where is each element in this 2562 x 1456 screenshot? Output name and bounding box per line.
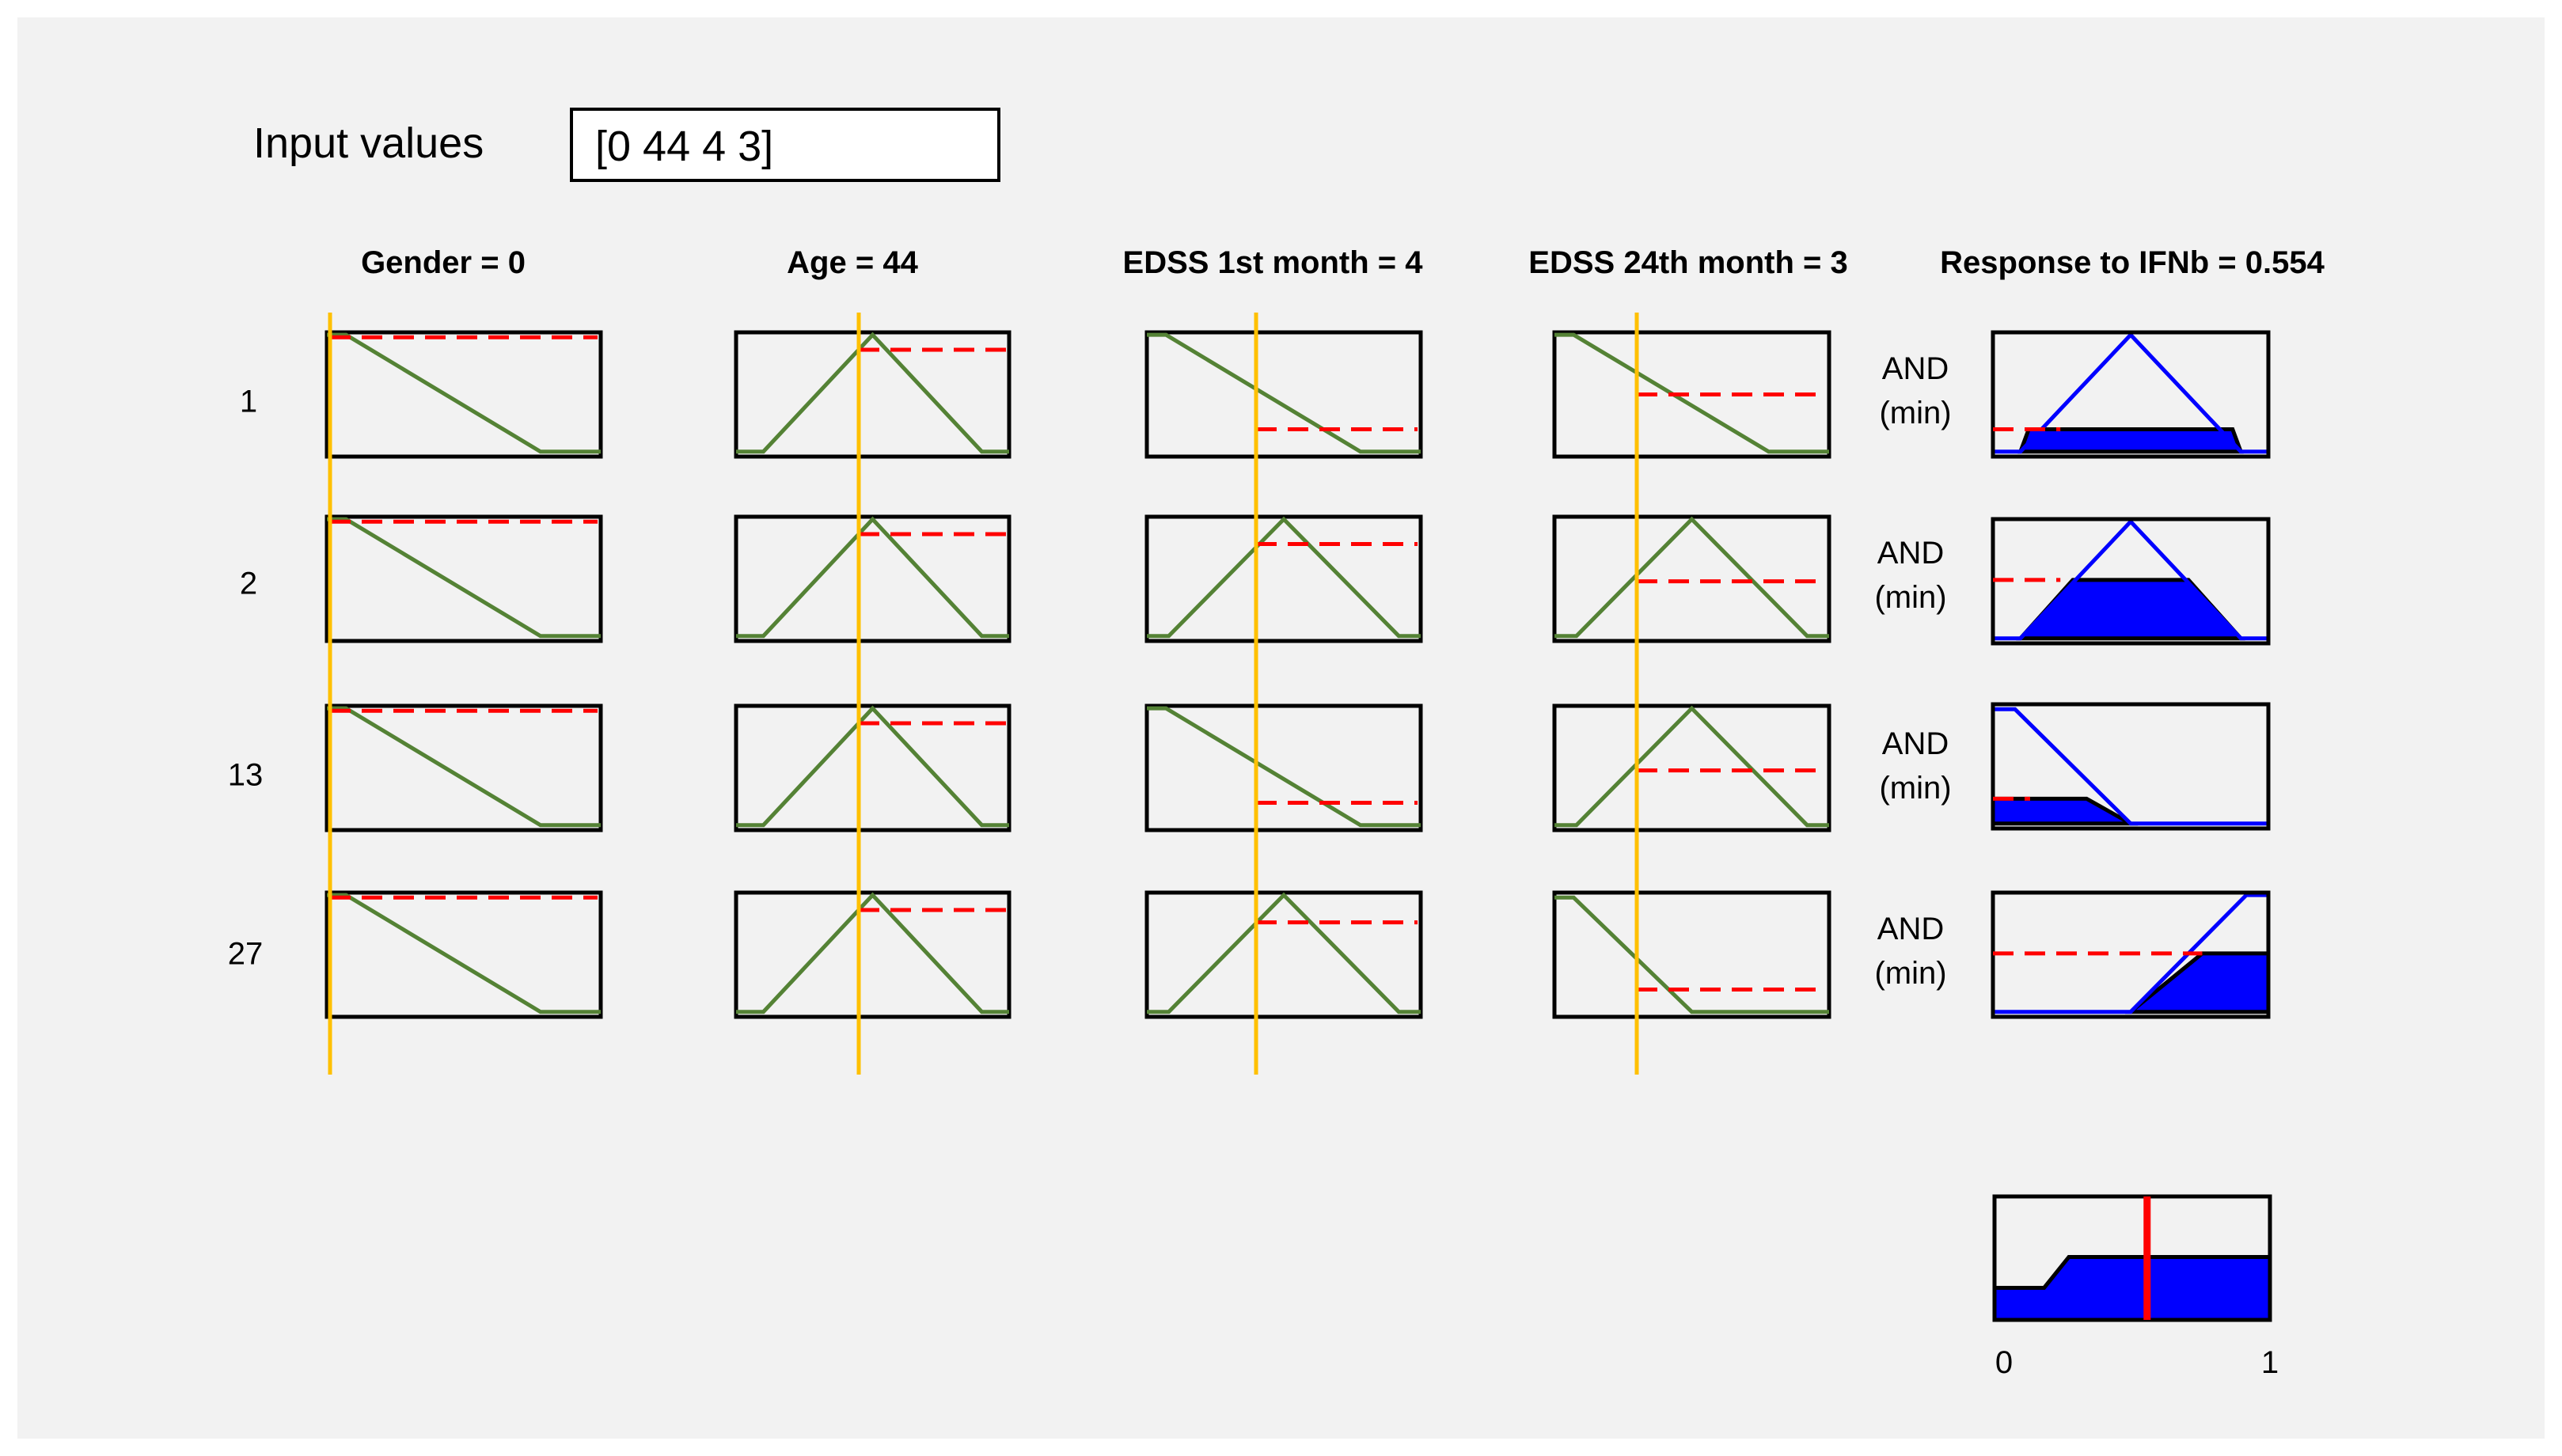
aggregate-output-frame <box>1992 1194 2272 1322</box>
rule-label-2: 2 <box>239 566 258 601</box>
rule-27-response-clipped-area <box>2124 951 2271 1014</box>
rule-1-edss-1st-frame <box>1144 330 1423 459</box>
min-text: (min) <box>1879 771 1952 806</box>
rule-1-edss-24th-membership-curve <box>1554 332 1829 454</box>
and-text: AND <box>1877 536 1945 571</box>
aggregate-output-area <box>1992 1254 2272 1322</box>
rule-27-age-membership-curve <box>736 892 1009 1014</box>
rule-1-edss-24th-frame <box>1552 330 1831 459</box>
rule-27-edss-1st-frame <box>1144 890 1423 1019</box>
column-title-gender: Gender = 0 <box>361 245 526 280</box>
rule-2-edss-24th-membership-curve <box>1554 516 1829 639</box>
aggregate-axis-max-label: 1 <box>2260 1345 2279 1380</box>
rule-13-response-membership-curve <box>1993 707 2268 826</box>
rule-1-response-frame <box>1991 330 2271 459</box>
min-text: (min) <box>1874 580 1947 615</box>
column-title-age: Age = 44 <box>787 245 918 280</box>
rule-1-edss-1st-membership-curve <box>1147 332 1421 454</box>
rule-2-gender-membership-curve <box>327 517 601 639</box>
rule-2-edss-24th-frame <box>1552 514 1831 643</box>
rule-13-gender-frame <box>325 703 603 832</box>
rule-1-response-clipped-area <box>2017 427 2244 454</box>
min-text: (min) <box>1874 956 1947 991</box>
rule-27-edss-1st-membership-curve <box>1147 892 1421 1014</box>
rule-13-edss-1st-frame <box>1144 703 1423 832</box>
rule-13-edss-24th-membership-curve <box>1554 705 1829 828</box>
and-text: AND <box>1881 726 1949 761</box>
rule-label-27: 27 <box>227 936 264 972</box>
rule-2-edss-1st-membership-curve <box>1147 516 1421 639</box>
rule-27-gender-membership-curve <box>327 893 601 1014</box>
rule-2-edss-1st-frame <box>1144 514 1423 643</box>
and-min-operator-13: AND (min) <box>1879 722 1951 810</box>
input-values-label: Input values <box>253 119 484 167</box>
and-text: AND <box>1881 351 1949 386</box>
rule-1-gender-frame <box>325 330 603 459</box>
rule-27-edss-24th-frame <box>1552 890 1831 1019</box>
rule-label-1: 1 <box>239 384 258 419</box>
and-min-operator-1: AND (min) <box>1879 347 1951 435</box>
and-min-operator-2: AND (min) <box>1874 531 1946 620</box>
rule-label-13: 13 <box>227 757 264 793</box>
rule-13-edss-1st-membership-curve <box>1147 706 1421 828</box>
rule-2-response-membership-curve <box>1993 518 2268 641</box>
rule-2-response-clipped-area <box>2016 578 2245 641</box>
rule-2-age-membership-curve <box>736 516 1009 639</box>
rule-13-age-membership-curve <box>736 705 1009 828</box>
rule-13-edss-24th-frame <box>1552 703 1831 832</box>
rule-1-gender-membership-curve <box>327 332 601 454</box>
background-panel <box>17 17 2545 1439</box>
min-text: (min) <box>1879 396 1952 430</box>
rule-27-gender-frame <box>325 890 603 1019</box>
rule-1-response-membership-curve <box>1993 332 2268 454</box>
column-title-edss-1st: EDSS 1st month = 4 <box>1122 245 1423 280</box>
rule-13-response-frame <box>1991 702 2271 831</box>
input-values-field[interactable]: [0 44 4 3] <box>570 108 1000 182</box>
and-text: AND <box>1877 912 1945 946</box>
column-title-response: Response to IFNb = 0.554 <box>1940 245 2325 280</box>
aggregate-axis-min-label: 0 <box>1995 1345 2014 1380</box>
column-title-edss-24th: EDSS 24th month = 3 <box>1528 245 1848 280</box>
rule-13-gender-membership-curve <box>327 706 601 828</box>
and-min-operator-27: AND (min) <box>1874 907 1946 995</box>
rule-1-age-membership-curve <box>736 332 1009 454</box>
rule-2-gender-frame <box>325 514 603 643</box>
input-values-text: [0 44 4 3] <box>595 123 774 170</box>
rule-27-edss-24th-membership-curve <box>1554 895 1829 1014</box>
